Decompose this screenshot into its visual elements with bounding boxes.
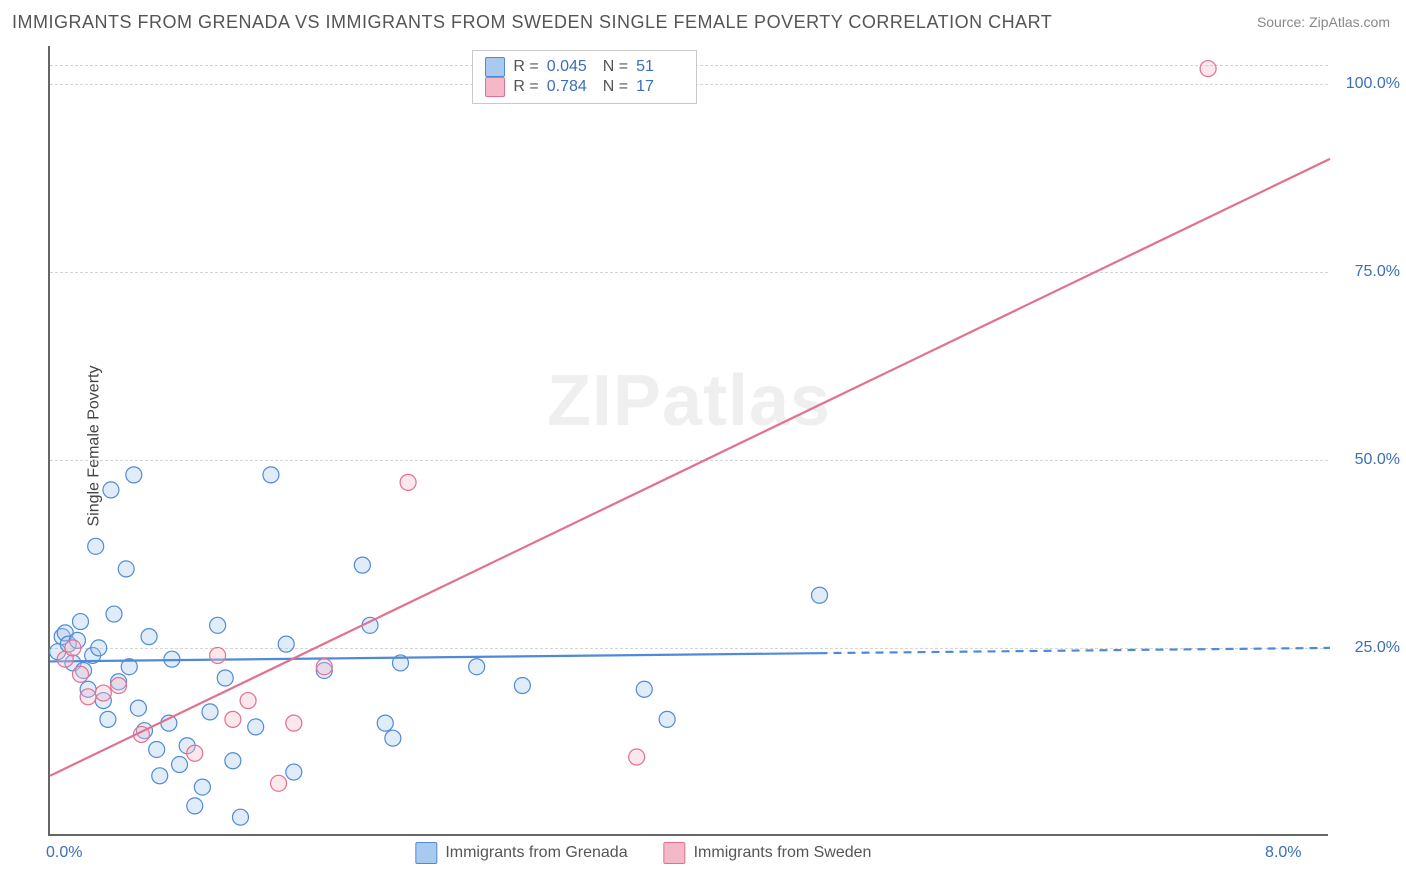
data-point bbox=[91, 640, 107, 656]
data-point bbox=[812, 587, 828, 603]
data-point bbox=[126, 467, 142, 483]
legend-series-label: Immigrants from Sweden bbox=[694, 844, 872, 862]
data-point bbox=[636, 681, 652, 697]
data-point bbox=[130, 700, 146, 716]
data-point bbox=[187, 798, 203, 814]
data-point bbox=[400, 474, 416, 490]
legend-n-label: N = bbox=[603, 58, 628, 76]
chart-container: IMMIGRANTS FROM GRENADA VS IMMIGRANTS FR… bbox=[0, 0, 1406, 892]
data-point bbox=[187, 745, 203, 761]
data-point bbox=[263, 467, 279, 483]
data-point bbox=[659, 711, 675, 727]
legend-series-label: Immigrants from Grenada bbox=[445, 844, 627, 862]
data-point bbox=[149, 741, 165, 757]
data-point bbox=[80, 689, 96, 705]
chart-title: IMMIGRANTS FROM GRENADA VS IMMIGRANTS FR… bbox=[12, 12, 1052, 33]
data-point bbox=[141, 629, 157, 645]
trend-line bbox=[50, 159, 1330, 776]
legend-series: Immigrants from Grenada Immigrants from S… bbox=[415, 842, 871, 864]
data-point bbox=[1200, 61, 1216, 77]
plot-svg bbox=[50, 46, 1328, 834]
y-tick: 50.0% bbox=[1355, 451, 1400, 469]
plot-area: ZIPatlas 25.0%50.0%75.0%100.0% 0.0%8.0% … bbox=[48, 46, 1328, 836]
data-point bbox=[103, 482, 119, 498]
legend-series-item: Immigrants from Sweden bbox=[664, 842, 872, 864]
data-point bbox=[217, 670, 233, 686]
trend-line-dashed bbox=[820, 648, 1330, 653]
data-point bbox=[316, 659, 332, 675]
legend-r-value: 0.784 bbox=[547, 78, 595, 96]
data-point bbox=[225, 753, 241, 769]
data-point bbox=[225, 711, 241, 727]
data-point bbox=[72, 666, 88, 682]
data-point bbox=[152, 768, 168, 784]
y-tick: 75.0% bbox=[1355, 263, 1400, 281]
data-point bbox=[194, 779, 210, 795]
legend-series-item: Immigrants from Grenada bbox=[415, 842, 627, 864]
x-tick: 0.0% bbox=[46, 844, 82, 862]
data-point bbox=[286, 715, 302, 731]
legend-r-value: 0.045 bbox=[547, 58, 595, 76]
data-point bbox=[72, 614, 88, 630]
data-point bbox=[106, 606, 122, 622]
legend-row: R = 0.784 N = 17 bbox=[485, 77, 684, 97]
legend-row: R = 0.045 N = 51 bbox=[485, 57, 684, 77]
data-point bbox=[286, 764, 302, 780]
legend-n-label: N = bbox=[603, 78, 628, 96]
data-point bbox=[65, 640, 81, 656]
legend-correlation-box: R = 0.045 N = 51 R = 0.784 N = 17 bbox=[472, 50, 697, 104]
data-point bbox=[377, 715, 393, 731]
data-point bbox=[354, 557, 370, 573]
data-point bbox=[210, 647, 226, 663]
data-point bbox=[278, 636, 294, 652]
legend-r-label: R = bbox=[513, 58, 538, 76]
y-tick: 100.0% bbox=[1346, 75, 1400, 93]
y-tick: 25.0% bbox=[1355, 639, 1400, 657]
data-point bbox=[514, 678, 530, 694]
data-point bbox=[240, 693, 256, 709]
legend-swatch bbox=[485, 57, 505, 77]
legend-swatch bbox=[415, 842, 437, 864]
source-label: Source: ZipAtlas.com bbox=[1257, 14, 1390, 30]
legend-swatch bbox=[664, 842, 686, 864]
data-point bbox=[95, 685, 111, 701]
data-point bbox=[118, 561, 134, 577]
legend-n-value: 51 bbox=[636, 58, 684, 76]
data-point bbox=[232, 809, 248, 825]
data-point bbox=[100, 711, 116, 727]
data-point bbox=[629, 749, 645, 765]
legend-swatch bbox=[485, 77, 505, 97]
data-point bbox=[88, 538, 104, 554]
data-point bbox=[469, 659, 485, 675]
data-point bbox=[210, 617, 226, 633]
legend-n-value: 17 bbox=[636, 78, 684, 96]
data-point bbox=[385, 730, 401, 746]
data-point bbox=[271, 775, 287, 791]
data-point bbox=[202, 704, 218, 720]
legend-r-label: R = bbox=[513, 78, 538, 96]
x-tick: 8.0% bbox=[1265, 844, 1301, 862]
data-point bbox=[111, 678, 127, 694]
data-point bbox=[172, 757, 188, 773]
data-point bbox=[248, 719, 264, 735]
